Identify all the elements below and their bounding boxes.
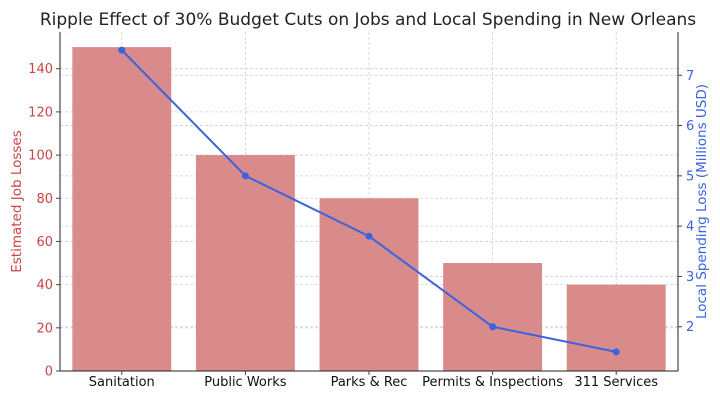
y-tick-label-right: 6 [686, 119, 694, 134]
y-tick-label-left: 40 [36, 278, 53, 293]
x-tick-label: Sanitation [89, 375, 155, 390]
y-tick-label-left: 80 [36, 192, 53, 207]
line-point [365, 232, 373, 240]
y-axis-label-left: Estimated Job Losses [9, 130, 25, 273]
y-tick-label-right: 4 [686, 220, 694, 235]
bar [72, 47, 172, 371]
bar [195, 155, 295, 371]
line-series [118, 46, 620, 356]
y-tick-label-left: 140 [28, 62, 53, 77]
y-tick-label-right: 2 [686, 320, 694, 335]
line-point [489, 323, 497, 331]
chart-title: Ripple Effect of 30% Budget Cuts on Jobs… [40, 10, 696, 30]
y-tick-label-left: 0 [45, 365, 53, 380]
line-point [241, 172, 249, 180]
y-tick-label-left: 120 [28, 105, 53, 120]
x-tick-label: Permits & Inspections [422, 375, 563, 390]
y-axis-label-right: Local Spending Loss (Millions USD) [694, 84, 710, 319]
y-tick-label-right: 5 [686, 169, 694, 184]
x-tick-label: Public Works [204, 375, 287, 390]
bar-series [72, 47, 666, 371]
y-tick-label-left: 20 [36, 321, 53, 336]
y-tick-label-left: 100 [28, 149, 53, 164]
y-tick-label-left: 60 [36, 235, 53, 250]
line-point [118, 46, 126, 54]
bar [566, 284, 666, 371]
y-tick-label-right: 7 [686, 69, 694, 84]
bar [319, 198, 419, 371]
y-tick-label-right: 3 [686, 270, 694, 285]
line-point [612, 348, 620, 356]
bar [443, 263, 543, 371]
axes: 0 20 40 60 80 100 120 140 2 3 4 5 6 7 Sanitation Public… [28, 32, 694, 390]
x-tick-label: 311 Services [574, 375, 658, 390]
x-tick-label: Parks & Rec [331, 375, 408, 390]
